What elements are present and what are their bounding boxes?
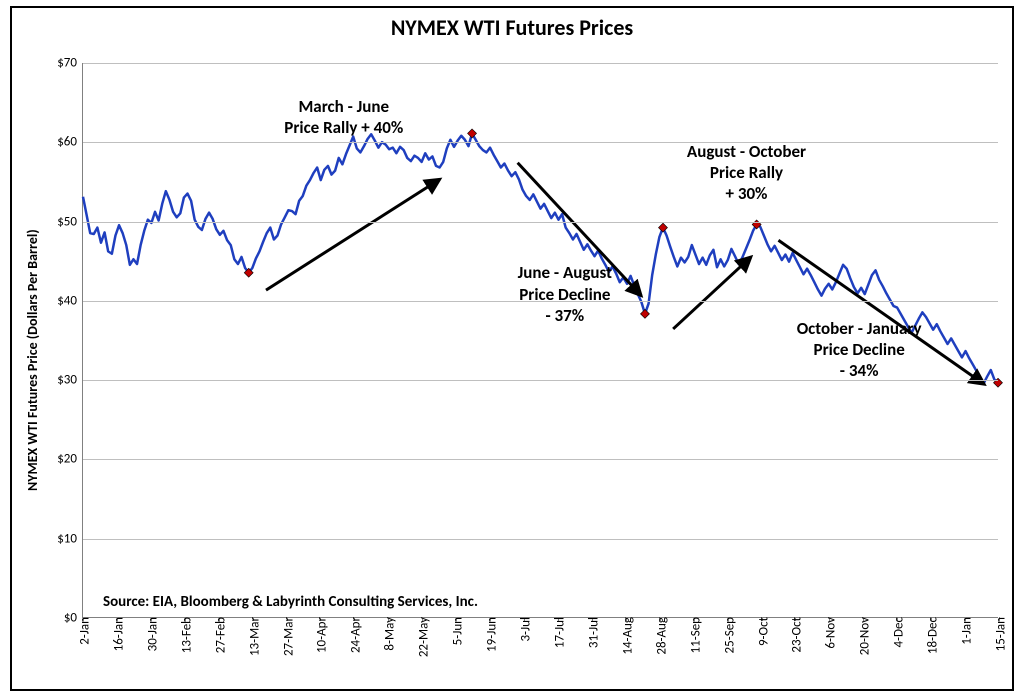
x-tick-label: 13-Feb [175, 617, 194, 653]
gridline [83, 63, 998, 64]
x-tick-label: 23-Oct [786, 617, 805, 653]
x-tick-label: 16-Jan [107, 617, 126, 651]
x-tick-label: 24-Apr [345, 617, 364, 653]
x-tick-label: 6-Nov [820, 617, 839, 649]
gridline [83, 222, 998, 223]
x-tick-label: 9-Oct [752, 617, 771, 646]
y-axis-title: NYMEX WTI Futures Price (Dollars Per Bar… [24, 229, 41, 491]
x-tick-label: 31-Jul [582, 617, 601, 648]
plot-area: Source: EIA, Bloomberg & Labyrinth Consu… [82, 63, 998, 618]
x-tick-label: 17-Jul [548, 617, 567, 648]
marker-diamond [658, 223, 667, 232]
x-tick-label: 18-Dec [922, 617, 941, 654]
annotation-decline1: June - AugustPrice Decline- 37% [518, 262, 612, 326]
x-tick-label: 13-Mar [243, 617, 262, 656]
x-tick-label: 22-May [413, 617, 432, 657]
chart-frame: NYMEX WTI Futures Prices NYMEX WTI Futur… [10, 6, 1014, 691]
x-tick-label: 10-Apr [311, 617, 330, 653]
x-tick-label: 25-Sep [718, 617, 737, 653]
y-tick-label: $40 [57, 293, 83, 308]
gridline [83, 539, 998, 540]
y-tick-label: $20 [57, 452, 83, 467]
annotation-arrow [673, 257, 751, 329]
gridline [83, 459, 998, 460]
y-tick-label: $60 [57, 135, 83, 150]
x-tick-label: 8-May [379, 617, 398, 651]
x-tick-label: 4-Dec [888, 617, 907, 648]
annotation-decline2: October - JanuaryPrice Decline- 34% [797, 318, 922, 382]
x-tick-label: 19-Jun [481, 617, 500, 652]
annotation-rally2: August - OctoberPrice Rally+ 30% [687, 141, 806, 205]
y-tick-label: $10 [57, 531, 83, 546]
x-tick-label: 11-Sep [684, 617, 703, 653]
marker-diamond [640, 309, 649, 318]
x-tick-label: 3-Jul [515, 617, 534, 642]
y-tick-label: $70 [57, 56, 83, 71]
x-tick-label: 2-Jan [74, 617, 93, 645]
x-tick-label: 15-Jan [990, 617, 1009, 651]
y-tick-label: $50 [57, 214, 83, 229]
chart-title: NYMEX WTI Futures Prices [12, 14, 1012, 41]
x-tick-label: 1-Jan [956, 617, 975, 645]
x-tick-label: 27-Feb [209, 617, 228, 653]
x-tick-label: 28-Aug [650, 617, 669, 655]
annotation-arrow [266, 179, 440, 290]
y-tick-label: $30 [57, 373, 83, 388]
gridline [83, 142, 998, 143]
x-tick-label: 5-Jun [447, 617, 466, 645]
annotation-rally1: March - JunePrice Rally + 40% [284, 96, 403, 139]
x-tick-label: 20-Nov [854, 617, 873, 655]
x-tick-label: 30-Jan [141, 617, 160, 651]
x-tick-label: 14-Aug [616, 617, 635, 655]
x-tick-label: 27-Mar [277, 617, 296, 656]
source-note: Source: EIA, Bloomberg & Labyrinth Consu… [103, 593, 478, 611]
